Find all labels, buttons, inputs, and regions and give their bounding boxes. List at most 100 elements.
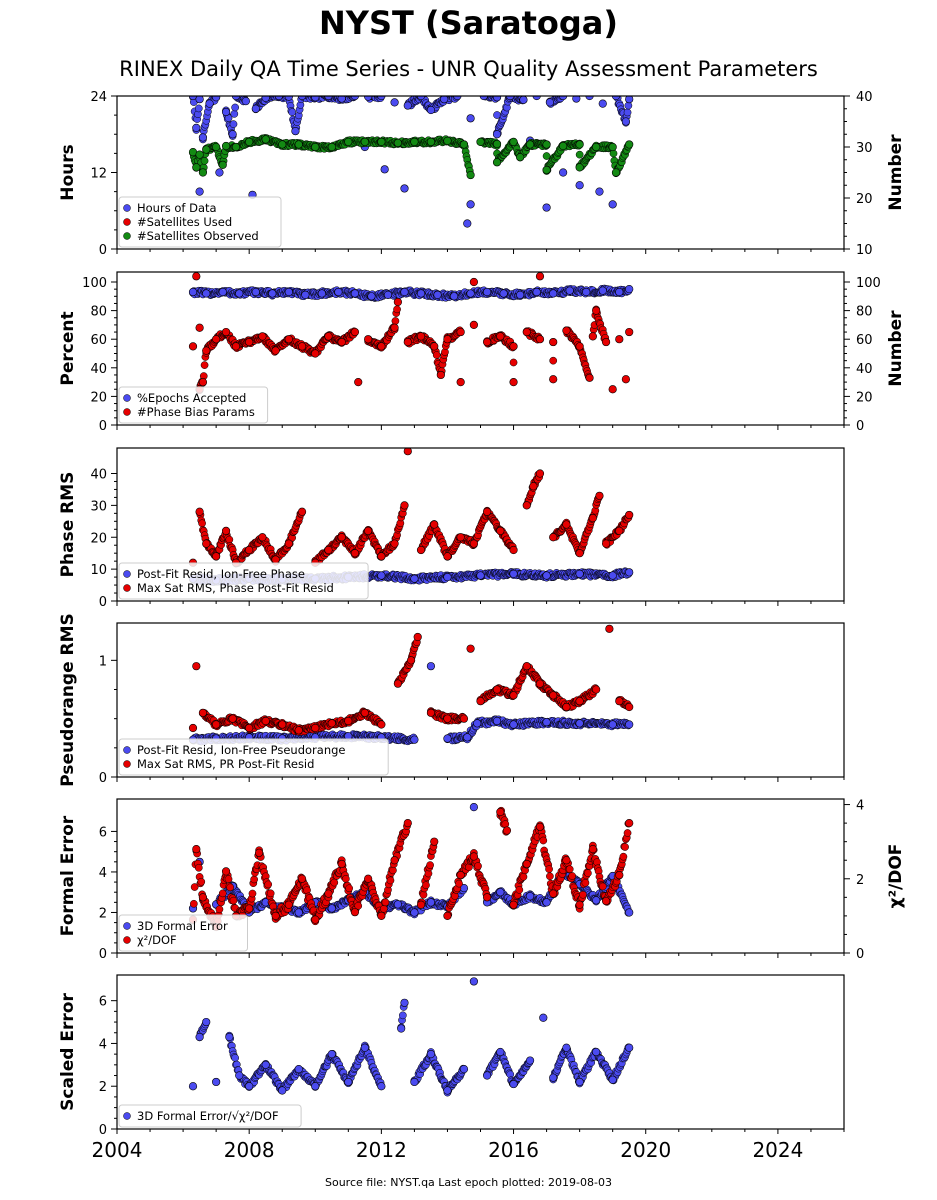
scatter-point	[525, 140, 535, 149]
scatter-point	[195, 150, 204, 159]
scatter-point	[525, 892, 535, 901]
scatter-point	[608, 385, 617, 394]
scatter-point	[245, 545, 254, 555]
scatter-point	[426, 137, 436, 146]
scatter-point	[248, 889, 257, 898]
scatter-point	[575, 163, 584, 172]
scatter-point	[194, 863, 203, 872]
y-tick-label: 10	[90, 563, 107, 578]
scatter-point	[354, 378, 363, 387]
scatter-point	[582, 287, 591, 297]
scatter-point	[608, 142, 617, 152]
scatter-point	[245, 723, 254, 733]
scatter-point	[615, 335, 624, 344]
y-tick-label: 0	[99, 243, 107, 258]
scatter-point	[324, 545, 333, 555]
scatter-point	[598, 99, 607, 108]
scatter-point	[294, 140, 303, 149]
scatter-point	[476, 697, 485, 706]
scatter-point	[592, 306, 601, 315]
scatter-point	[288, 108, 296, 116]
scatter-point	[194, 104, 203, 113]
scatter-point	[522, 662, 531, 671]
scatter-point	[294, 726, 303, 735]
scatter-point	[264, 880, 273, 889]
y2-tick-label: 20	[856, 192, 873, 207]
scatter-point	[350, 327, 360, 337]
scatter-point	[615, 287, 624, 297]
scatter-point	[562, 520, 571, 529]
y-axis-label: Phase RMS	[58, 472, 78, 578]
legend-entry: Post-Fit Resid, Ion-Free Phase	[137, 567, 305, 581]
scatter-point	[479, 96, 488, 101]
scatter-point	[459, 714, 469, 723]
scatter-point	[559, 168, 568, 177]
y2-tick-label: 0	[856, 947, 864, 962]
legend-entry: Max Sat RMS, Phase Post-Fit Resid	[137, 581, 334, 595]
legend-entry: #Phase Bias Params	[137, 405, 255, 419]
scatter-point	[430, 520, 439, 529]
scatter-point	[188, 723, 198, 733]
y2-tick-label: 60	[856, 333, 873, 348]
scatter-point	[601, 539, 611, 548]
y-tick-label: 20	[90, 390, 107, 405]
y-axis-label: Pseudorange RMS	[58, 613, 78, 787]
scatter-point	[476, 571, 485, 580]
y2-tick-label: 10	[856, 243, 873, 258]
scatter-point	[509, 720, 518, 729]
figure-title: NYST (Saratoga)	[318, 4, 618, 42]
scatter-point	[483, 337, 492, 347]
scatter-point	[360, 137, 369, 146]
scatter-point	[611, 168, 621, 177]
scatter-point	[284, 539, 293, 548]
legend-marker	[123, 760, 131, 768]
scatter-point	[202, 145, 211, 154]
scatter-point	[426, 105, 436, 115]
scatter-point	[469, 277, 478, 287]
scatter-point	[545, 98, 554, 107]
scatter-point	[588, 332, 597, 341]
scatter-point	[410, 908, 419, 917]
scatter-point	[410, 137, 419, 146]
scatter-point	[595, 491, 604, 500]
scatter-point	[509, 342, 518, 351]
scatter-point	[426, 898, 436, 907]
scatter-point	[625, 510, 634, 520]
scatter-point	[393, 297, 402, 307]
scatter-point	[383, 290, 393, 299]
scatter-point	[615, 697, 624, 706]
scatter-point	[549, 375, 558, 384]
scatter-point	[426, 708, 436, 717]
y2-tick-label: 2	[856, 873, 864, 888]
scatter-point	[284, 335, 293, 344]
y-tick-label: 6	[99, 825, 107, 840]
scatter-point	[386, 876, 395, 885]
y-axis-label: Hours	[58, 144, 78, 201]
scatter-point	[360, 708, 369, 717]
y-tick-label: 20	[90, 531, 107, 546]
scatter-point	[297, 342, 307, 351]
scatter-point	[221, 141, 231, 151]
scatter-point	[443, 572, 452, 582]
scatter-point	[466, 289, 475, 298]
scatter-point	[221, 526, 231, 535]
scatter-point	[416, 545, 426, 555]
scatter-point	[261, 96, 270, 103]
scatter-point	[608, 571, 617, 580]
scatter-point	[224, 875, 233, 883]
scatter-point	[228, 130, 237, 139]
scatter-point	[416, 96, 426, 101]
scatter-point	[261, 716, 270, 726]
scatter-point	[221, 327, 231, 337]
scatter-point	[218, 287, 227, 297]
scatter-point	[192, 123, 201, 132]
scatter-point	[390, 98, 399, 107]
data-points	[188, 448, 634, 586]
scatter-point	[522, 327, 531, 337]
scatter-point	[492, 716, 502, 726]
y-tick-label: 40	[90, 362, 107, 377]
scatter-point	[443, 552, 452, 561]
scatter-point	[202, 539, 211, 548]
data-points	[188, 803, 634, 932]
scatter-point	[393, 900, 402, 909]
